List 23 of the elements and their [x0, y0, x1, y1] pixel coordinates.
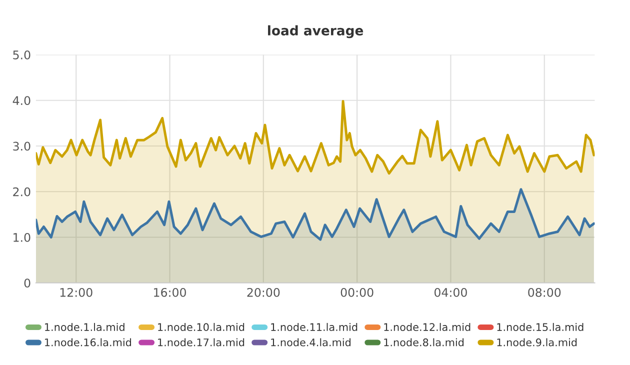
y-tick-label: 5.0	[13, 50, 30, 60]
legend-label: 1.node.12.la.mid	[384, 322, 470, 332]
x-tick-label: 08:00	[528, 288, 561, 297]
x-tick-label: 00:00	[340, 288, 374, 297]
chart-title: load average	[268, 25, 364, 38]
legend-label: 1.node.8.la.mid	[384, 338, 464, 346]
x-tick-label: 12:00	[60, 288, 92, 297]
y-tick-label: 3.0	[13, 142, 30, 151]
legend-label: 1.node.10.la.mid	[158, 322, 244, 332]
legend-label: 1.node.4.la.mid	[271, 338, 350, 346]
x-tick-label: 20:00	[247, 288, 280, 297]
x-tick-label: 04:00	[434, 288, 467, 297]
y-tick-label: 0	[24, 278, 30, 288]
legend-label: 1.node.11.la.mid	[271, 322, 358, 332]
y-tick-label: 1.0	[14, 232, 30, 242]
legend-label: 1.node.17.la.mid	[158, 338, 244, 346]
legend-label: 1.node.9.la.mid	[497, 338, 577, 346]
y-tick-label: 2.0	[13, 187, 30, 196]
x-tick-label: 16:00	[154, 288, 186, 297]
y-tick-label: 4.0	[12, 96, 30, 106]
legend-label: 1.node.15.la.mid	[497, 322, 584, 332]
legend-label: 1.node.1.la.mid	[45, 322, 124, 332]
legend-label: 1.node.16.la.mid	[45, 338, 132, 346]
